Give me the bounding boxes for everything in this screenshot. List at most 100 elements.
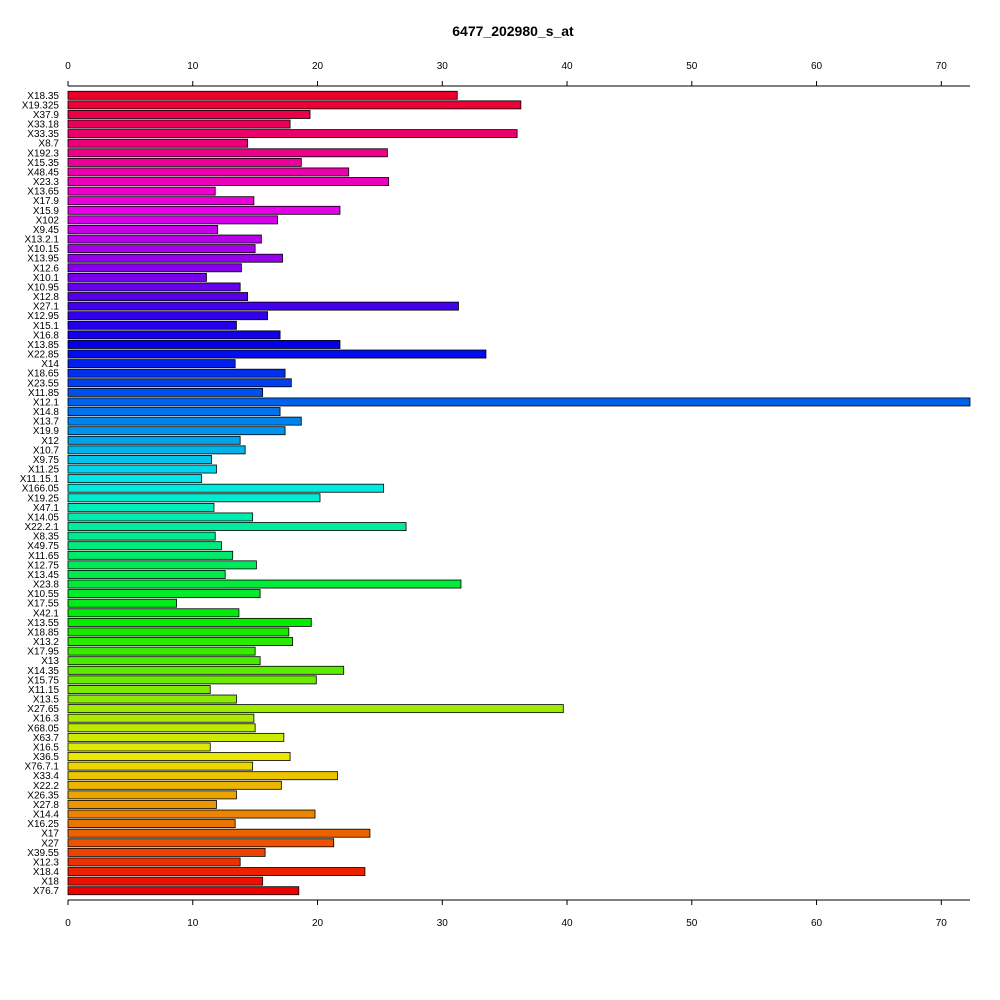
category-label: X14.8 bbox=[33, 407, 60, 418]
bar bbox=[67, 282, 241, 292]
bar bbox=[67, 464, 217, 474]
bar bbox=[67, 637, 293, 646]
bar bbox=[67, 627, 290, 637]
bar bbox=[67, 387, 264, 397]
bar bbox=[67, 847, 266, 857]
bar bbox=[67, 522, 407, 531]
category-label: X19.25 bbox=[27, 493, 59, 504]
bar bbox=[67, 550, 234, 560]
bar bbox=[67, 867, 366, 876]
x-tick-label-bottom: 50 bbox=[686, 918, 698, 929]
bar bbox=[67, 435, 241, 445]
category-label: X13.5 bbox=[33, 695, 60, 706]
bar bbox=[67, 110, 311, 119]
bar bbox=[67, 819, 236, 829]
category-label: X12 bbox=[41, 436, 59, 447]
bar bbox=[67, 876, 264, 886]
bar bbox=[67, 579, 462, 589]
category-label: X17.55 bbox=[27, 599, 59, 610]
category-label: X13.65 bbox=[27, 187, 59, 198]
x-tick-label-top: 10 bbox=[187, 61, 199, 72]
x-tick-label-top: 0 bbox=[65, 61, 71, 72]
bar bbox=[67, 196, 255, 206]
category-label: X33.18 bbox=[27, 120, 59, 131]
bar bbox=[67, 455, 212, 464]
category-label: X17.95 bbox=[27, 647, 59, 658]
x-tick-label-top: 40 bbox=[561, 61, 573, 72]
category-label: X33.35 bbox=[27, 129, 59, 140]
bar bbox=[67, 828, 371, 838]
x-tick-label-bottom: 70 bbox=[936, 918, 948, 929]
category-label: X8.35 bbox=[33, 532, 60, 543]
category-label: X13.85 bbox=[27, 340, 59, 351]
bar bbox=[67, 397, 971, 407]
bar bbox=[67, 320, 237, 330]
category-label: X8.7 bbox=[38, 139, 59, 150]
category-label: X76.7 bbox=[33, 886, 60, 897]
category-label: X192.3 bbox=[27, 148, 59, 159]
bar bbox=[67, 723, 256, 733]
category-label: X27 bbox=[41, 838, 59, 849]
category-label: X11.85 bbox=[28, 388, 59, 399]
bar bbox=[67, 177, 390, 186]
x-tick-label-bottom: 20 bbox=[312, 918, 324, 929]
bar bbox=[67, 349, 487, 359]
category-label: X22.85 bbox=[27, 350, 59, 361]
bar bbox=[67, 694, 237, 704]
x-tick-label-top: 30 bbox=[437, 61, 449, 72]
category-label: X42.1 bbox=[33, 608, 60, 619]
bar bbox=[67, 129, 518, 139]
bar bbox=[67, 311, 269, 321]
bar bbox=[67, 608, 240, 618]
bar bbox=[67, 742, 211, 752]
bar bbox=[67, 253, 283, 263]
bar bbox=[67, 416, 302, 426]
category-label: X27.8 bbox=[33, 800, 60, 811]
bar bbox=[67, 531, 216, 541]
x-tick-label-bottom: 10 bbox=[187, 918, 199, 929]
bar bbox=[67, 886, 300, 896]
x-tick-label-top: 60 bbox=[811, 61, 823, 72]
category-label: X10.55 bbox=[27, 589, 59, 600]
category-label: X9.75 bbox=[33, 455, 60, 466]
bar bbox=[67, 119, 291, 129]
x-tick-label-top: 20 bbox=[312, 61, 324, 72]
bar bbox=[67, 340, 341, 349]
bar bbox=[67, 656, 261, 666]
bar bbox=[67, 675, 317, 685]
bar bbox=[67, 100, 522, 110]
bar bbox=[67, 359, 236, 369]
category-label: X19.9 bbox=[33, 426, 60, 437]
x-tick-label-bottom: 0 bbox=[65, 918, 71, 929]
category-label: X47.1 bbox=[33, 503, 60, 514]
category-label: X16.3 bbox=[33, 714, 60, 725]
bar bbox=[67, 780, 282, 790]
category-label: X11.25 bbox=[28, 465, 59, 476]
category-label: X49.75 bbox=[27, 541, 59, 552]
category-label: X9.45 bbox=[33, 225, 60, 236]
bar bbox=[67, 685, 211, 694]
category-label: X11.15 bbox=[28, 685, 59, 696]
category-label: X23.8 bbox=[33, 580, 60, 591]
category-label: X13.55 bbox=[27, 618, 59, 629]
category-label: X13.2.1 bbox=[25, 235, 60, 246]
bar bbox=[67, 512, 254, 522]
category-label: X10.95 bbox=[27, 282, 59, 293]
category-label: X13.45 bbox=[27, 570, 59, 581]
bar bbox=[67, 368, 286, 378]
bar bbox=[67, 589, 261, 599]
category-label: X12.75 bbox=[27, 560, 59, 571]
bar bbox=[67, 148, 388, 158]
category-label: X14 bbox=[41, 359, 59, 370]
x-tick-label-bottom: 40 bbox=[561, 918, 573, 929]
bar bbox=[67, 771, 338, 781]
category-label: X33.4 bbox=[33, 771, 60, 782]
bar bbox=[67, 225, 219, 234]
category-label: X12.1 bbox=[33, 397, 60, 408]
category-label: X13 bbox=[41, 656, 59, 667]
category-label: X39.55 bbox=[27, 848, 59, 859]
bar bbox=[67, 474, 202, 484]
category-label: X12.3 bbox=[33, 857, 60, 868]
bar bbox=[67, 598, 177, 608]
x-tick-label-top: 70 bbox=[936, 61, 948, 72]
